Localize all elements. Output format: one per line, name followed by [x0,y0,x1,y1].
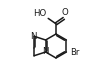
Text: O: O [62,8,69,17]
Text: HO: HO [33,9,47,18]
Text: Br: Br [70,48,80,57]
Text: N: N [42,47,49,56]
Text: N: N [30,32,36,41]
